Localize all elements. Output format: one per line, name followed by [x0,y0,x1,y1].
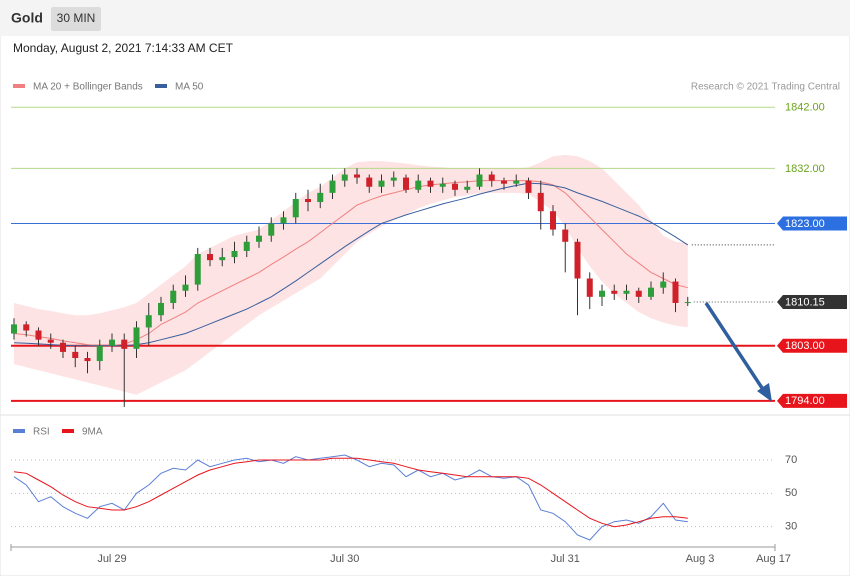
candle-body [599,290,605,297]
interval-badge[interactable] [51,7,101,31]
credit: Research © 2021 Trading Central [691,82,840,93]
candle-body [476,174,483,187]
candle-body [537,192,544,212]
forecast-arrow [704,302,766,392]
candle-body [403,177,409,190]
candle-body [207,254,213,261]
candle-body [354,174,360,178]
candle-body [109,339,115,346]
legend-swatch [62,429,74,433]
candle-body [84,358,91,362]
level-tag [777,295,847,310]
legend-swatch [13,84,25,88]
candle-body [60,342,66,352]
candle-body [35,330,42,340]
legend-swatch [13,429,25,433]
candle-body [256,235,262,242]
candle-body [121,339,128,349]
candle-body [562,229,569,242]
candle-body [415,180,422,190]
candle-body [366,177,373,187]
level-label: 1832.00 [785,163,825,175]
candle-body [648,287,654,297]
candle-body [219,257,226,261]
candle-body [488,174,495,181]
candle-body [452,183,458,190]
candle-body [329,180,336,193]
candle-body [501,180,507,184]
candle-body [525,180,532,193]
x-tick-label: Aug 17 [756,553,791,565]
candle-body [439,183,446,187]
candle-body [96,345,103,362]
x-tick-label: Jul 30 [330,553,359,565]
timestamp: Monday, August 2, 2021 7:14:33 AM CET [13,41,234,55]
level-label: 1823.00 [785,218,825,230]
forecast-arrowhead [757,383,772,402]
candle-body [623,290,630,294]
legend-label: 9MA [82,427,103,438]
candle-body [158,302,164,316]
x-tick-label: Aug 3 [686,553,715,565]
candle-body [427,180,434,187]
candle-body [574,241,581,279]
candle-body [133,327,140,349]
plot-layer: 1842.00 1832.00 1823.00 1810.15 1803.00 1794.… [10,82,847,565]
candle-body [550,211,556,230]
candle-body [513,180,520,184]
candle-body [464,186,471,190]
interval-label[interactable]: 30 MIN [57,11,96,25]
level-tag [777,338,847,353]
candle-body [11,324,17,334]
candle-body [305,198,311,203]
legend-swatch [155,84,167,88]
x-tick-label: Jul 31 [551,553,580,565]
header-bar [0,0,850,36]
y-tick-label: 30 [785,521,797,533]
candle-body [317,192,324,203]
level-label: 1803.00 [785,340,825,352]
candle-body [243,241,250,251]
candle-body [635,290,642,297]
legend-label: MA 20 + Bollinger Bands [33,82,143,93]
level-tag [777,393,847,408]
candle-body [268,223,275,236]
x-tick-label: Jul 29 [97,553,126,565]
candle-body [280,217,287,224]
candle-body [341,174,348,181]
candle-body [390,177,397,181]
y-tick-label: 70 [785,454,797,466]
level-label: 1810.15 [785,296,825,308]
candle-body [611,290,618,294]
candle-body [194,254,201,285]
instrument-title: Gold [11,10,43,26]
candle-body [292,198,299,218]
candle-body [231,250,238,258]
candle-body [378,180,385,187]
y-tick-label: 50 [785,487,797,499]
candle-body [47,339,54,343]
candle-body [170,290,177,303]
level-label: 1842.00 [785,102,825,114]
candle-body [672,281,679,303]
candle-body [684,302,691,304]
candle-body [182,284,189,291]
candle-body [145,315,152,328]
legend-label: MA 50 [175,82,204,93]
candle-body [23,324,30,331]
legend-label: RSI [33,427,50,438]
level-label: 1794.00 [785,395,825,407]
level-tag [777,216,847,231]
candle-body [586,278,593,297]
candle-body [72,351,79,359]
indicator-line [13,457,688,528]
candle-body [660,281,667,288]
indicator-line [13,454,688,541]
